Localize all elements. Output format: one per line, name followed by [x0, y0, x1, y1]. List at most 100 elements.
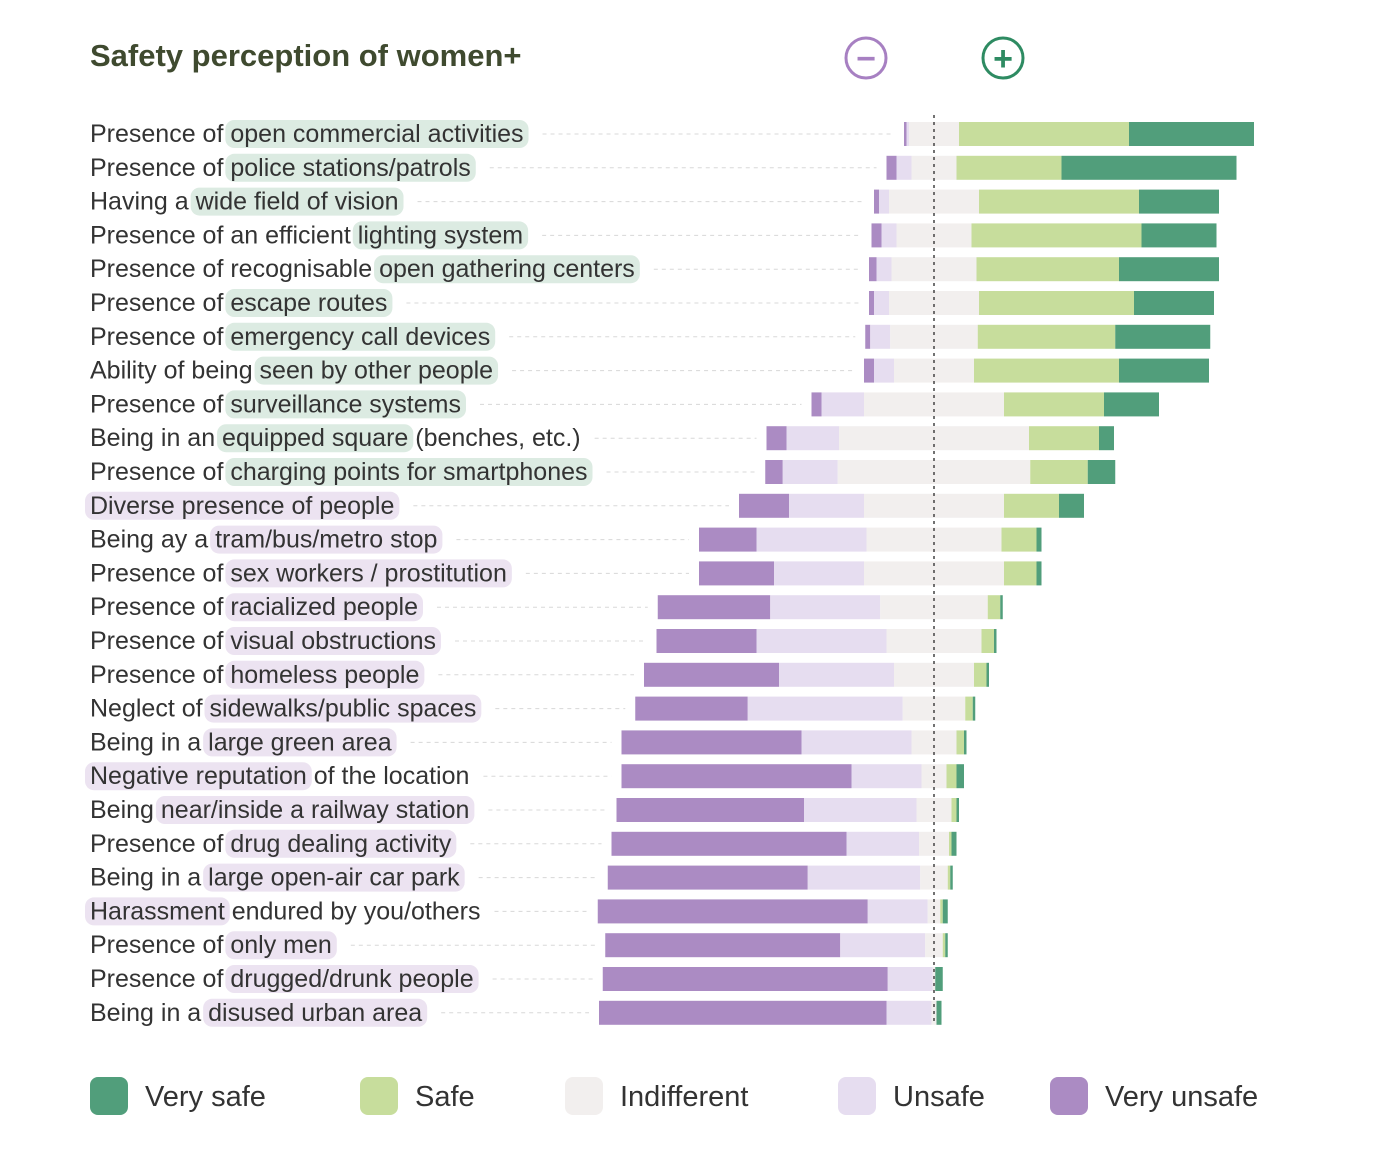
bar-segment-indifferent: [925, 933, 943, 958]
bar-row-diverse-presence-of-people: Diverse presence of people: [85, 491, 1084, 520]
row-label-prefix: Presence of: [90, 390, 230, 418]
bar-segment-safe: [956, 155, 1062, 180]
row-label-highlight: open gathering centers: [379, 255, 635, 283]
bar-segment-very-unsafe: [597, 899, 868, 924]
bar-segment-safe: [1004, 561, 1037, 586]
bar-segment-very-unsafe: [865, 324, 871, 349]
bar-segment-safe: [947, 865, 951, 890]
bar-segment-unsafe: [786, 426, 839, 451]
bar-row-large-open-air-car-park: Being in a large open-air car park: [90, 863, 953, 892]
bar-segment-safe: [965, 696, 973, 721]
bar-segment-indifferent: [927, 899, 941, 924]
row-label-highlight: sidewalks/public spaces: [210, 695, 477, 723]
legend-item-safe: Safe: [360, 1077, 475, 1115]
bar-segment-very-safe: [1036, 561, 1042, 586]
chart-title: Safety perception of women+: [90, 38, 522, 73]
bar-row-open-commercial-activities: Presence of open commercial activities: [90, 120, 1254, 148]
row-label-prefix: Presence of: [90, 661, 230, 689]
row-label-highlight: lighting system: [358, 221, 523, 249]
row-label: Presence of surveillance systems: [90, 390, 461, 418]
bar-segment-very-safe: [935, 967, 943, 991]
bar-segment-safe: [976, 257, 1119, 282]
row-label-highlight: Negative reputation: [90, 762, 307, 790]
row-label: Negative reputation of the location: [90, 762, 469, 790]
bar-row-escape-routes: Presence of escape routes: [90, 289, 1214, 317]
row-label-highlight: large open-air car park: [208, 864, 460, 892]
row-label-highlight: homeless people: [230, 661, 419, 689]
label-highlight-pill: [225, 390, 466, 419]
legend-swatch: [565, 1077, 603, 1115]
row-label-prefix: Neglect of: [90, 695, 210, 723]
label-highlight-pill: [225, 660, 425, 689]
row-label-highlight: large green area: [208, 728, 392, 756]
bar-segment-unsafe: [756, 629, 887, 653]
bar-segment-unsafe: [840, 933, 926, 958]
bar-row-charging-points-for-smartphones: Presence of charging points for smartpho…: [90, 458, 1116, 486]
bar-segment-very-safe: [950, 865, 953, 890]
row-label-prefix: Being in an: [90, 424, 222, 452]
label-highlight-pill: [225, 458, 593, 486]
row-label-suffix: endured by you/others: [225, 897, 481, 925]
bar-segment-very-unsafe: [644, 662, 779, 687]
bar-segment-unsafe: [782, 460, 838, 484]
plus-symbol-text: +: [993, 40, 1013, 78]
bar-segment-very-unsafe: [616, 798, 804, 822]
row-label-prefix: Presence of: [90, 154, 230, 182]
bar-segment-very-safe: [945, 933, 948, 958]
row-label: Having a wide field of vision: [90, 188, 399, 216]
bar-segment-very-safe: [986, 662, 989, 687]
row-label-prefix: Being: [90, 796, 161, 824]
bar-segment-very-unsafe: [811, 392, 822, 417]
label-highlight-pill: [85, 491, 400, 520]
row-label-prefix: Being ay a: [90, 526, 215, 554]
bar-segment-very-safe: [942, 899, 948, 924]
bar-row-tram-bus-metro-stop: Being ay a tram/bus/metro stop: [90, 525, 1042, 554]
label-highlight-pill: [210, 525, 443, 554]
row-label: Presence of visual obstructions: [90, 627, 436, 655]
row-label-highlight: disused urban area: [208, 999, 422, 1027]
legend-item-very-unsafe: Very unsafe: [1050, 1077, 1258, 1115]
row-label-highlight: visual obstructions: [230, 627, 436, 655]
bar-segment-unsafe: [867, 899, 928, 924]
bar-segment-safe: [951, 798, 957, 822]
bar-segment-very-safe: [956, 798, 959, 822]
legend-swatch: [90, 1077, 128, 1115]
row-label: Being in a large open-air car park: [90, 864, 460, 892]
legend-item-indifferent: Indifferent: [565, 1077, 748, 1115]
bar-segment-safe: [1004, 493, 1059, 518]
row-label: Presence of only men: [90, 931, 332, 959]
row-label: Being in an equipped square (benches, et…: [90, 424, 581, 452]
label-highlight-pill: [190, 187, 404, 216]
bar-segment-very-safe: [1036, 527, 1042, 552]
row-label: Presence of recognisable open gathering …: [90, 255, 635, 283]
bar-row-open-gathering-centers: Presence of recognisable open gathering …: [90, 255, 1219, 284]
row-label-prefix: Having a: [90, 188, 196, 216]
row-label-highlight: drug dealing activity: [230, 830, 451, 858]
bar-segment-very-safe: [956, 764, 964, 789]
bar-row-equipped-square: Being in an equipped square (benches, et…: [90, 424, 1114, 453]
label-highlight-pill: [203, 998, 428, 1027]
bar-segment-very-safe: [1099, 426, 1114, 451]
row-label-prefix: Ability of being: [90, 357, 260, 385]
bar-segment-safe: [946, 764, 957, 789]
label-highlight-pill: [203, 728, 397, 757]
bar-segment-very-safe: [972, 696, 976, 721]
label-highlight-pill: [225, 322, 496, 351]
row-label-highlight: near/inside a railway station: [161, 796, 470, 824]
row-label-prefix: Being in a: [90, 728, 208, 756]
legend-swatch: [1050, 1077, 1088, 1115]
bar-segment-safe: [959, 122, 1129, 146]
bar-segment-very-unsafe: [605, 933, 841, 958]
bar-segment-indifferent: [909, 122, 959, 146]
bar-segment-safe: [956, 730, 964, 755]
bar-row-emergency-call-devices: Presence of emergency call devices: [90, 322, 1211, 351]
legend-swatch: [838, 1077, 876, 1115]
bar-segment-unsafe: [874, 358, 894, 383]
bar-segment-unsafe: [881, 223, 897, 248]
label-highlight-pill: [204, 694, 482, 723]
bar-segment-safe: [971, 223, 1142, 248]
label-highlight-pill: [85, 897, 230, 926]
row-label: Presence of drug dealing activity: [90, 830, 452, 858]
bar-row-harassment: Harassment endured by you/others: [85, 897, 948, 926]
bar-segment-unsafe: [870, 324, 891, 349]
